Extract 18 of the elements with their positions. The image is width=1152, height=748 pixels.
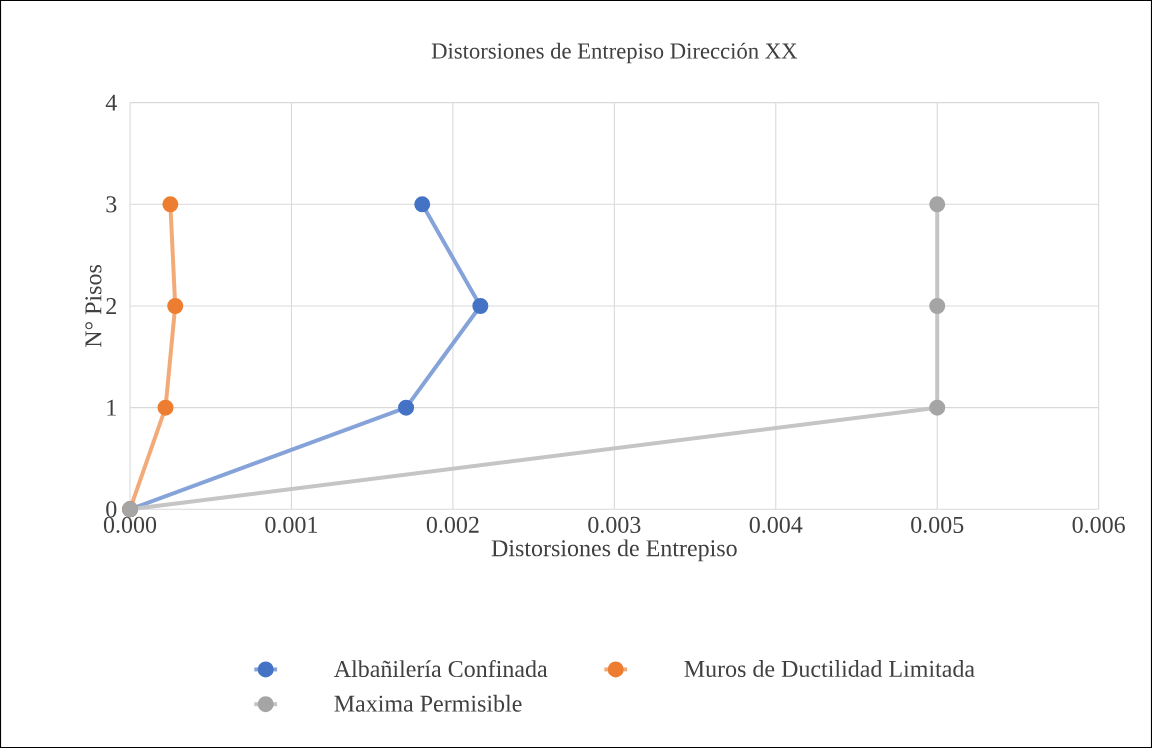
legend-label: Maxima Permisible — [334, 694, 522, 712]
x-axis-title: Distorsiones de Entrepiso — [491, 539, 737, 562]
x-tick-label: 0.006 — [1072, 516, 1125, 533]
x-tick-label: 0.001 — [265, 516, 318, 533]
y-tick-label: 3 — [106, 196, 117, 213]
legend-label: Muros de Ductilidad Limitada — [684, 660, 975, 677]
y-tick-label: 4 — [105, 94, 117, 111]
x-tick-label: 0.004 — [749, 516, 803, 533]
y-tick-label: 1 — [107, 399, 116, 416]
x-tick-label: 0.000 — [103, 516, 157, 533]
y-axis-title: N° Pisos — [85, 265, 102, 348]
legend-label: Albañilería Confinada — [333, 659, 548, 678]
x-tick-label: 0.005 — [911, 516, 964, 533]
y-tick-label: 2 — [106, 298, 116, 314]
chart-title: Distorsiones de Entrepiso Dirección XX — [431, 42, 798, 64]
x-tick-label: 0.003 — [588, 516, 641, 533]
x-tick-label: 0.002 — [426, 516, 479, 533]
y-tick-label: 0 — [106, 501, 117, 518]
